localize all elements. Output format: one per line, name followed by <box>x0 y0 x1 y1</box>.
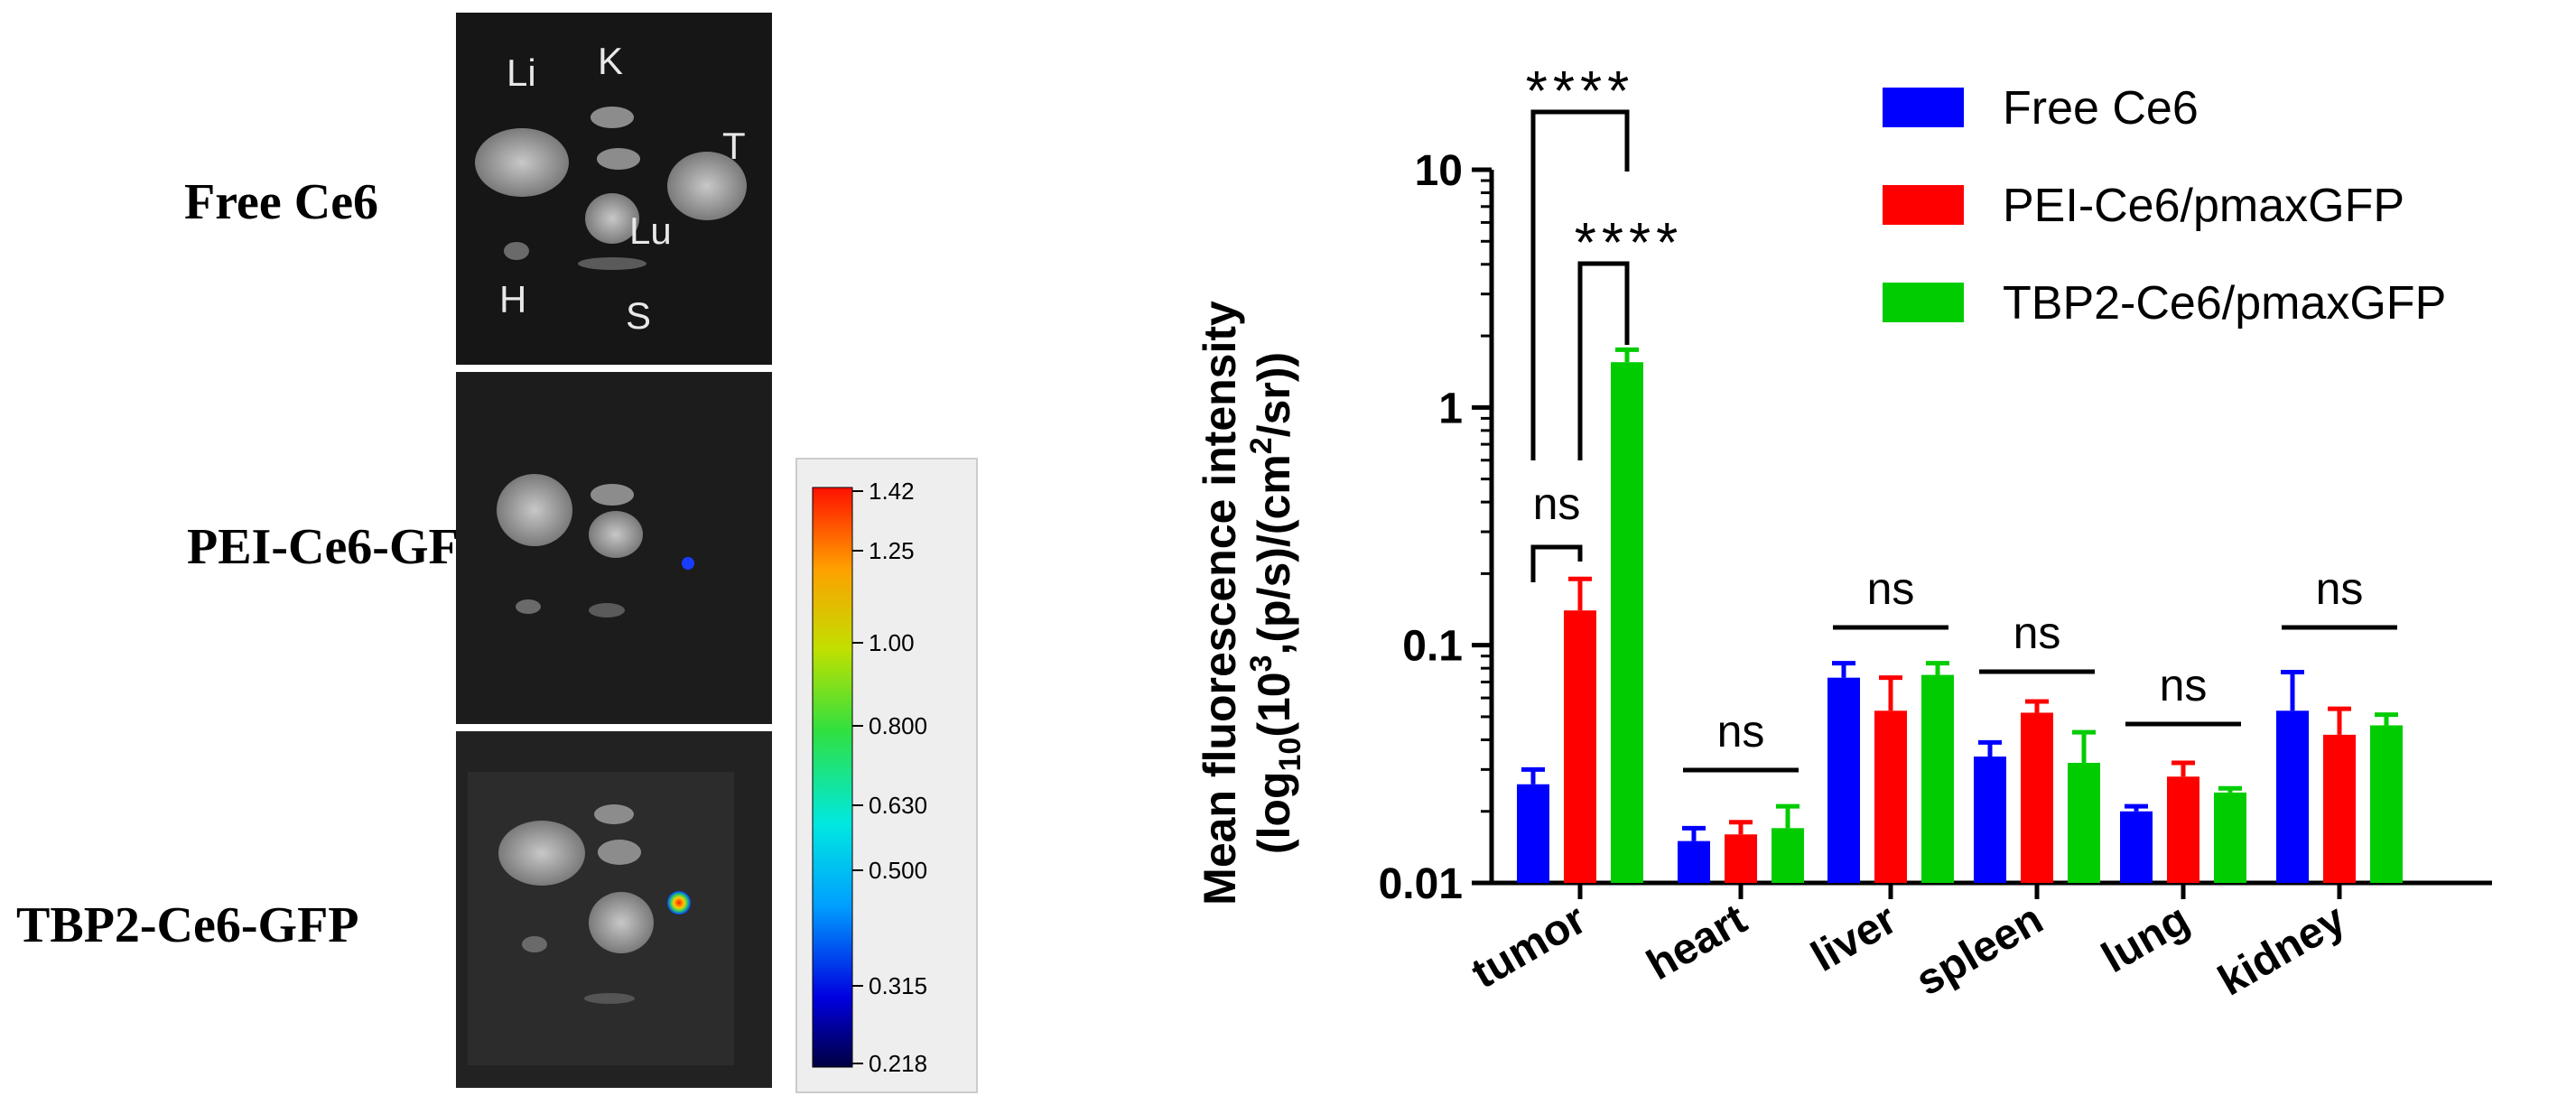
significance-annotations: ns **** **** ns ns ns ns ns <box>1526 60 2397 773</box>
bar-series <box>1517 347 2403 883</box>
row-label-pei-ce6-gfp: PEI-Ce6-GFP <box>187 519 490 575</box>
sig-label-lung-ns: ns <box>2160 660 2208 710</box>
bar-tbp2-ce6-pmaxgfp-kidney <box>2370 725 2403 883</box>
bar-pei-ce6-pmaxgfp-kidney <box>2323 734 2356 883</box>
colorbar-tick-label: 0.315 <box>869 972 927 999</box>
bar-pei-ce6-pmaxgfp-lung <box>2167 776 2199 883</box>
organ-label-lu: Lu <box>629 209 672 252</box>
bar-chart: Mean fluorescence intensity (log10(103,(… <box>1195 60 2492 1006</box>
organ-image-tbp2-ce6-gfp <box>456 731 772 1088</box>
colorbar-tick-label: 0.630 <box>869 792 927 819</box>
bar-free-ce6-liver <box>1827 677 1860 883</box>
organ-image-pei-ce6-gfp <box>456 372 772 724</box>
x-tick-label-heart: heart <box>1639 896 1754 990</box>
bar-tbp2-ce6-pmaxgfp-lung <box>2214 792 2246 883</box>
x-tick-label-liver: liver <box>1803 896 1904 981</box>
liver-organ <box>475 128 569 197</box>
legend-label: Free Ce6 <box>2003 82 2199 135</box>
y-tick-label: 10 <box>1415 147 1463 195</box>
x-tick-label-lung: lung <box>2094 896 2197 983</box>
y-axis: 10 1 0.1 0.01 <box>1379 147 1494 908</box>
colorbar-tick-label: 1.25 <box>869 537 915 564</box>
bracket-tumor-ns <box>1530 544 1583 582</box>
tumor-signal-spot <box>682 557 694 570</box>
legend-label: TBP2-Ce6/pmaxGFP <box>2003 277 2446 330</box>
bar-free-ce6-spleen <box>1974 757 2006 883</box>
y-axis-title-line1: Mean fluorescence intensity <box>1195 301 1245 905</box>
colorbar-tick-label: 1.00 <box>869 629 915 656</box>
heart-organ <box>522 936 547 952</box>
bar-pei-ce6-pmaxgfp-spleen <box>2021 712 2053 883</box>
sig-label-kidney-ns: ns <box>2316 563 2364 614</box>
colorbar-gradient <box>812 487 853 1068</box>
liver-organ <box>497 474 572 546</box>
sig-label-tumor-ns: ns <box>1533 478 1581 529</box>
x-tick-label-kidney: kidney <box>2210 895 2353 1005</box>
lung-organ <box>589 892 654 953</box>
heart-organ <box>516 599 541 614</box>
spleen-organ <box>589 603 625 618</box>
legend-swatch <box>1883 283 1964 322</box>
x-tick-label-tumor: tumor <box>1464 896 1594 998</box>
colorbar-tick-label: 0.218 <box>869 1050 927 1077</box>
sig-label-heart-ns: ns <box>1717 706 1765 757</box>
bracket-tumor-stars-2 <box>1577 261 1630 460</box>
imaging-panel: Free Ce6 PEI-Ce6-GFP TBP2-Ce6-GFP Li K T… <box>16 13 978 1093</box>
colorbar-tick-label: 1.42 <box>869 478 915 505</box>
kidney-organ <box>591 484 634 506</box>
bar-free-ce6-kidney <box>2276 710 2309 883</box>
organ-label-t: T <box>722 125 746 167</box>
organ-label-li: Li <box>507 51 536 94</box>
bar-tbp2-ce6-pmaxgfp-spleen <box>2068 762 2100 883</box>
legend-swatch <box>1883 185 1964 225</box>
y-tick-label: 0.1 <box>1402 623 1463 671</box>
organ-label-h: H <box>499 278 526 320</box>
bar-tbp2-ce6-pmaxgfp-liver <box>1921 674 1954 883</box>
liver-organ <box>498 821 585 886</box>
kidney-organ <box>591 107 634 128</box>
bar-free-ce6-lung <box>2120 811 2153 883</box>
tumor-signal-spot <box>667 891 691 915</box>
row-label-free-ce6: Free Ce6 <box>184 174 378 230</box>
lung-organ <box>589 511 643 558</box>
bar-tbp2-ce6-pmaxgfp-tumor <box>1611 362 1643 883</box>
sig-label-liver-ns: ns <box>1867 563 1915 614</box>
organ-label-k: K <box>598 40 623 82</box>
x-tick-label-spleen: spleen <box>1908 896 2051 1006</box>
bar-pei-ce6-pmaxgfp-tumor <box>1564 610 1596 883</box>
legend-swatch <box>1883 88 1964 127</box>
organ-image-free-ce6: Li K T Lu H S <box>456 13 772 365</box>
spleen-organ <box>578 257 646 270</box>
x-axis: tumor heart liver spleen lung kidney <box>1464 880 2492 1006</box>
kidney-organ <box>597 148 640 170</box>
sig-label-tumor-stars-2: **** <box>1575 212 1684 274</box>
bar-pei-ce6-pmaxgfp-liver <box>1874 710 1907 883</box>
lung-organ <box>585 193 639 244</box>
spleen-organ <box>584 993 635 1004</box>
legend-label: PEI-Ce6/pmaxGFP <box>2003 180 2404 232</box>
kidney-organ <box>598 840 641 865</box>
bar-free-ce6-heart <box>1678 840 1710 883</box>
bar-free-ce6-tumor <box>1517 784 1549 883</box>
y-tick-label: 1 <box>1438 385 1463 432</box>
colorbar-tick-label: 0.800 <box>869 712 927 739</box>
row-label-tbp2-ce6-gfp: TBP2-Ce6-GFP <box>16 897 358 953</box>
sig-label-tumor-stars-1: **** <box>1526 60 1635 123</box>
heart-organ <box>504 242 529 260</box>
bar-tbp2-ce6-pmaxgfp-heart <box>1772 828 1804 883</box>
colorbar-tick-label: 0.500 <box>869 857 927 884</box>
colorbar: 1.42 1.25 1.00 0.800 0.630 0.500 0.315 0.218 <box>795 458 978 1093</box>
kidney-organ <box>594 804 634 824</box>
bracket-tumor-stars-1 <box>1530 109 1630 460</box>
organ-label-s: S <box>626 294 651 337</box>
bar-pei-ce6-pmaxgfp-heart <box>1725 834 1757 883</box>
tumor-organ <box>667 152 747 220</box>
legend: Free Ce6 PEI-Ce6/pmaxGFP TBP2-Ce6/pmaxGFP <box>1883 82 2446 330</box>
y-tick-label: 0.01 <box>1379 860 1463 908</box>
sig-label-spleen-ns: ns <box>2013 608 2061 658</box>
y-axis-title-line2: (log10(103,(p/s)/(cm2/sr)) <box>1244 352 1307 854</box>
